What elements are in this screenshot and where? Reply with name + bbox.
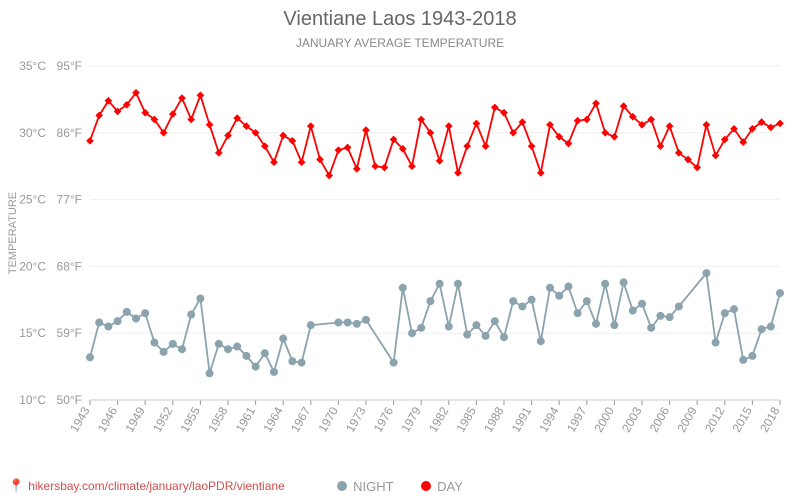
svg-text:2018: 2018	[757, 404, 783, 434]
svg-text:2015: 2015	[730, 404, 756, 434]
svg-text:2003: 2003	[619, 404, 645, 434]
svg-text:50°F: 50°F	[57, 393, 82, 407]
svg-text:1970: 1970	[316, 404, 342, 434]
source-text: hikersbay.com/climate/january/laoPDR/vie…	[28, 479, 285, 493]
svg-text:1991: 1991	[509, 404, 535, 434]
svg-text:2012: 2012	[702, 404, 728, 434]
series-day	[86, 89, 784, 180]
legend-day-label: DAY	[437, 479, 463, 494]
legend-dot-day-icon	[421, 481, 431, 491]
legend-day: DAY	[421, 479, 463, 494]
legend-night: NIGHT	[337, 479, 393, 494]
chart-subtitle: JANUARY AVERAGE TEMPERATURE	[0, 36, 800, 50]
chart-title: Vientiane Laos 1943-2018	[0, 8, 800, 31]
chart-container: Vientiane Laos 1943-2018 JANUARY AVERAGE…	[0, 0, 800, 500]
svg-text:1952: 1952	[150, 404, 176, 434]
svg-text:1994: 1994	[536, 404, 562, 434]
svg-text:25°C: 25°C	[19, 193, 46, 207]
gridlines	[90, 66, 780, 400]
series-night	[86, 269, 784, 377]
x-axis: 1943194619491952195519581961196419671970…	[67, 400, 783, 435]
svg-text:2006: 2006	[647, 404, 673, 434]
legend-dot-night-icon	[337, 481, 347, 491]
svg-text:1988: 1988	[481, 404, 507, 434]
svg-text:86°F: 86°F	[57, 126, 82, 140]
svg-text:1943: 1943	[67, 404, 93, 434]
svg-text:95°F: 95°F	[57, 59, 82, 73]
svg-text:1958: 1958	[205, 404, 231, 434]
svg-text:59°F: 59°F	[57, 326, 82, 340]
svg-text:1967: 1967	[288, 404, 314, 434]
svg-text:1955: 1955	[178, 404, 204, 434]
y-axis: 10°C 50°F 15°C 59°F 20°C 68°F 25°C 77°F 30°C 86°F…	[19, 59, 82, 407]
svg-text:1964: 1964	[260, 404, 286, 434]
svg-text:1976: 1976	[371, 404, 397, 434]
svg-text:1997: 1997	[564, 404, 590, 434]
svg-text:1949: 1949	[122, 404, 148, 434]
svg-text:1946: 1946	[95, 404, 121, 434]
svg-text:1985: 1985	[454, 404, 480, 434]
svg-text:30°C: 30°C	[19, 126, 46, 140]
map-pin-icon: 📍	[8, 478, 24, 494]
svg-text:77°F: 77°F	[57, 193, 82, 207]
legend-night-label: NIGHT	[353, 479, 393, 494]
svg-text:1973: 1973	[343, 404, 369, 434]
svg-text:35°C: 35°C	[19, 59, 46, 73]
y-axis-label: TEMPERATURE	[7, 192, 19, 274]
svg-text:2000: 2000	[592, 404, 618, 434]
svg-text:68°F: 68°F	[57, 259, 82, 273]
svg-text:10°C: 10°C	[19, 393, 46, 407]
source-link[interactable]: 📍 hikersbay.com/climate/january/laoPDR/v…	[8, 478, 285, 494]
svg-text:15°C: 15°C	[19, 326, 46, 340]
svg-text:20°C: 20°C	[19, 259, 46, 273]
svg-text:2009: 2009	[674, 404, 700, 434]
svg-text:1979: 1979	[398, 404, 424, 434]
svg-text:1961: 1961	[233, 404, 259, 434]
svg-text:1982: 1982	[426, 404, 452, 434]
chart-svg: 10°C 50°F 15°C 59°F 20°C 68°F 25°C 77°F 30°C 86°F…	[0, 0, 800, 500]
